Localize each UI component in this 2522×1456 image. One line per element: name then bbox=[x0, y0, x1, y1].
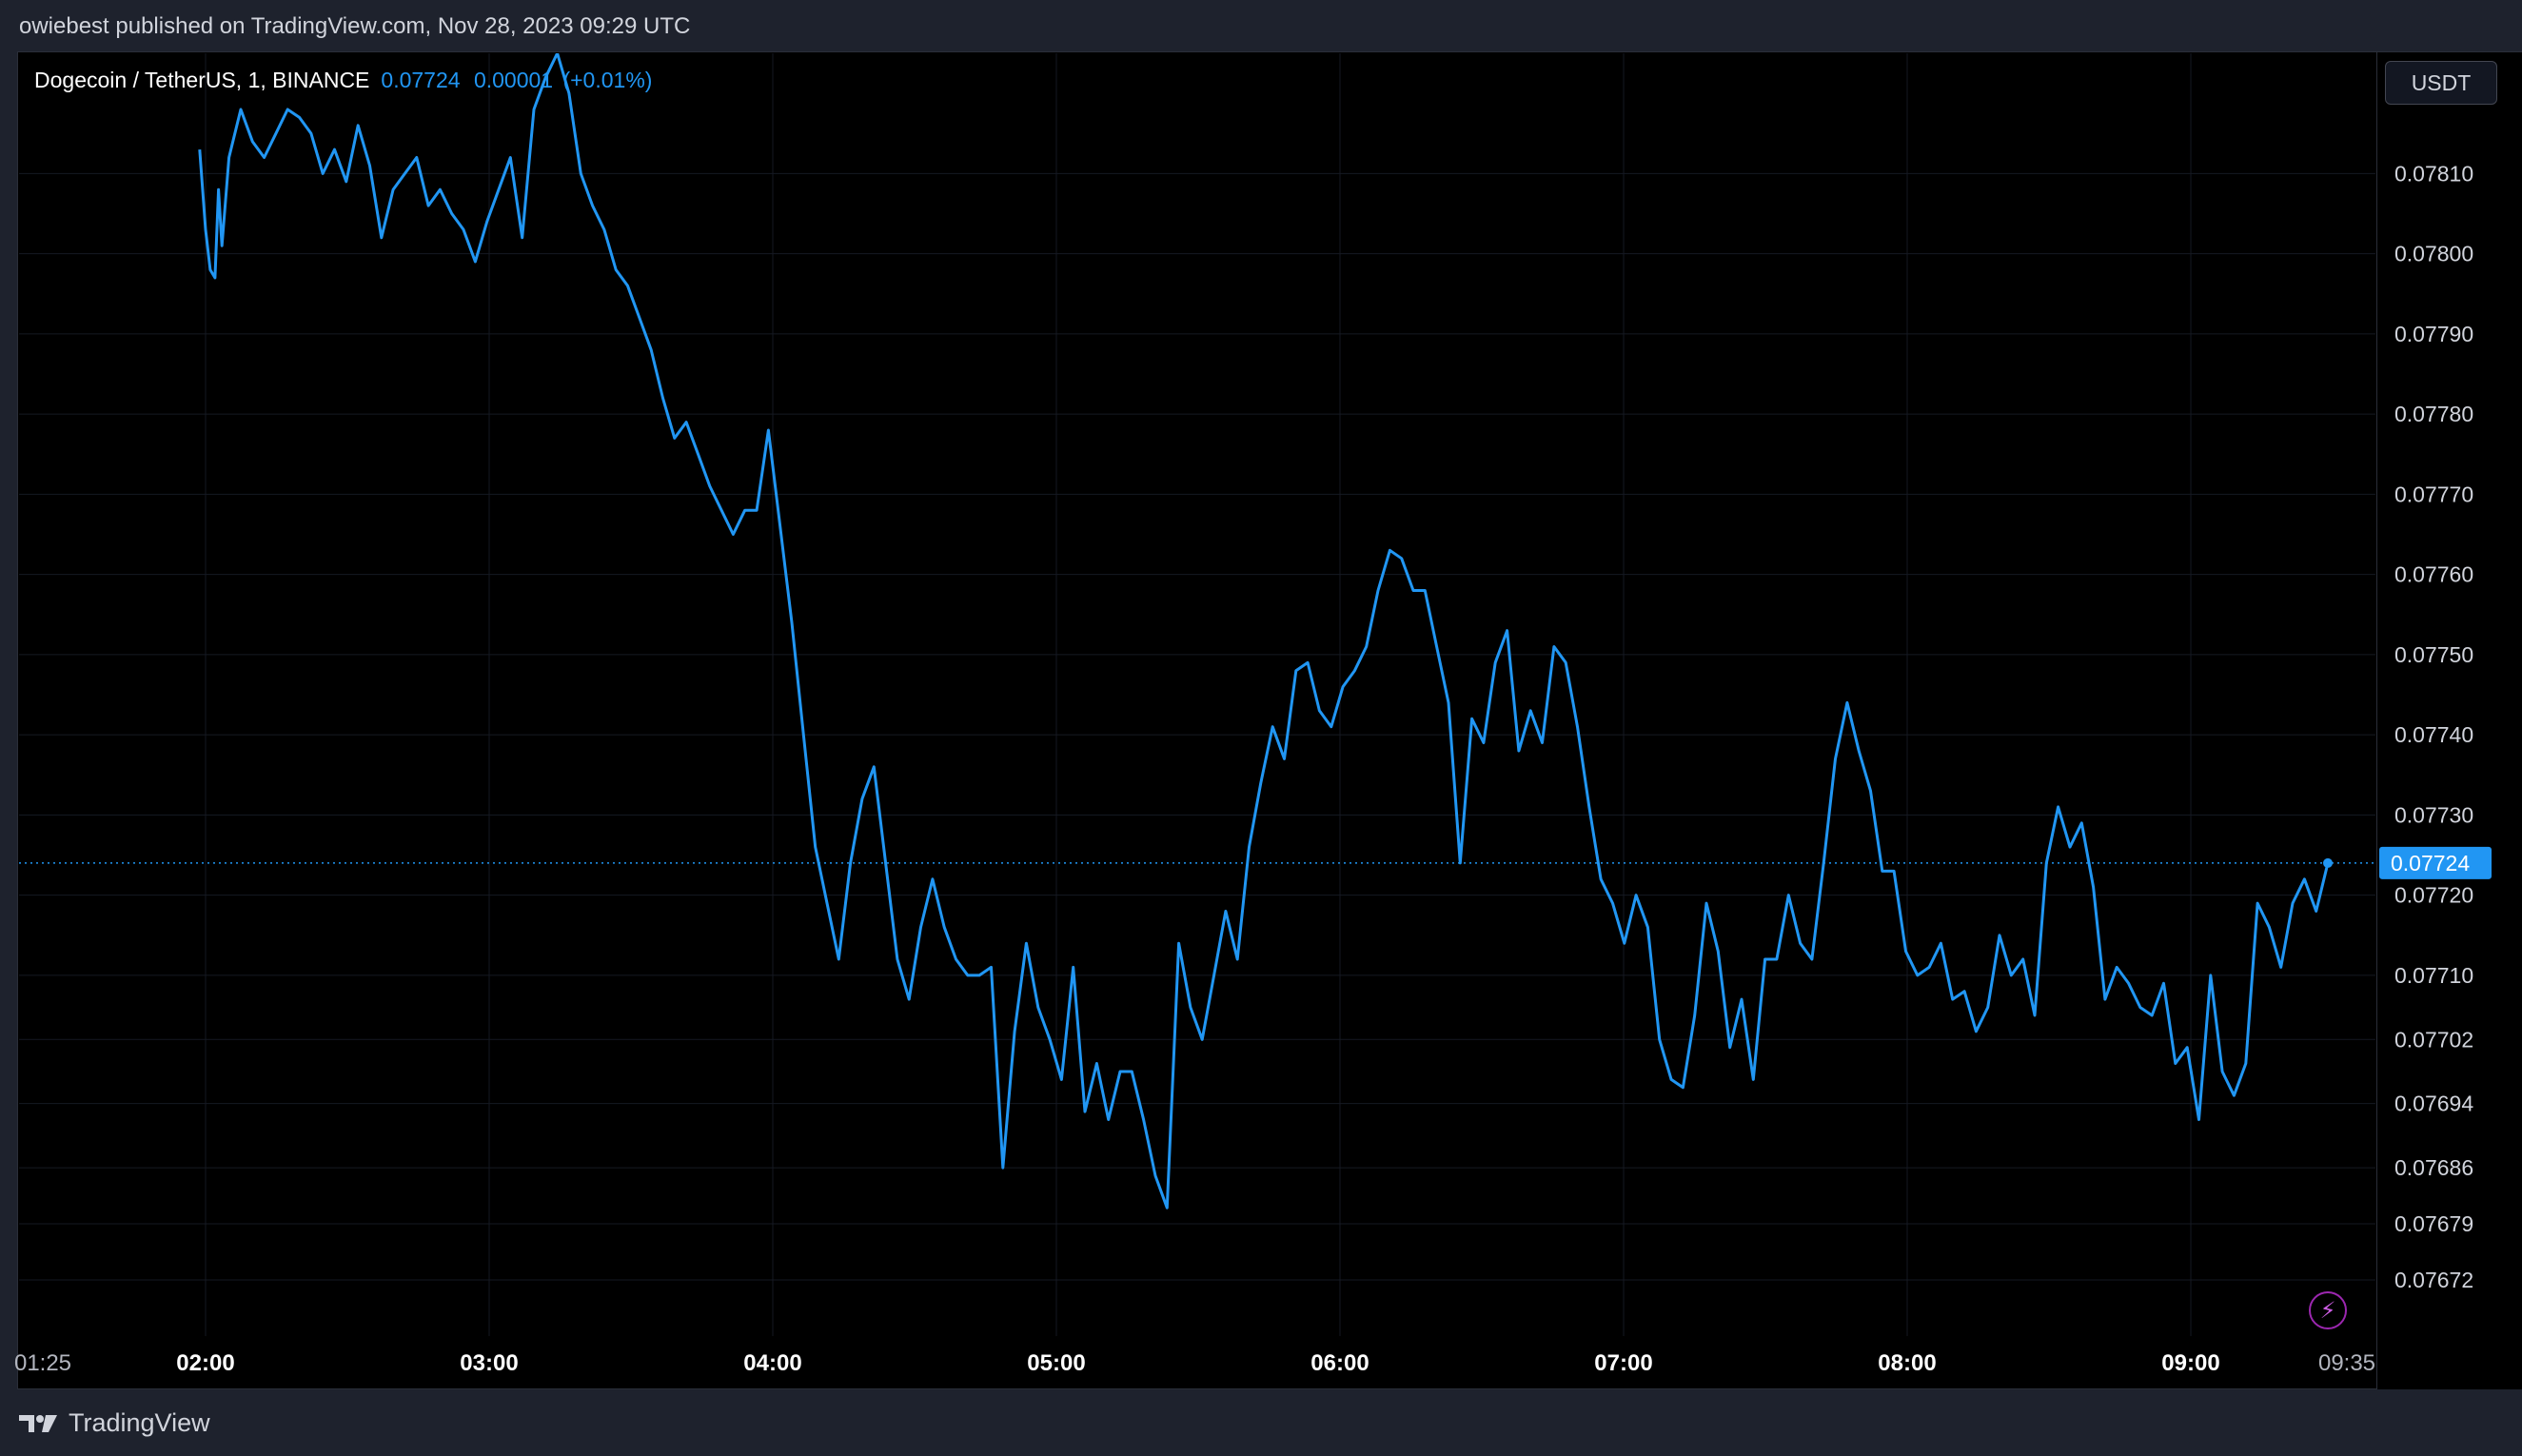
currency-button[interactable]: USDT bbox=[2385, 61, 2497, 105]
x-tick-label: 09:35 bbox=[2318, 1350, 2375, 1376]
y-tick-label: 0.07800 bbox=[2394, 242, 2473, 266]
y-tick-label: 0.07672 bbox=[2394, 1268, 2473, 1292]
x-tick-label: 06:00 bbox=[1310, 1350, 1369, 1376]
lightning-icon[interactable]: ⚡ bbox=[2309, 1291, 2347, 1329]
tradingview-logo[interactable]: TradingView bbox=[19, 1408, 210, 1438]
x-tick-label: 04:00 bbox=[743, 1350, 801, 1376]
last-price-label-bg bbox=[2379, 846, 2492, 879]
y-tick-label: 0.07780 bbox=[2394, 402, 2473, 426]
axis-labels: 0.07810 0.07800 0.07790 0.07780 0.07770 0.077… bbox=[14, 161, 2492, 1376]
tradingview-logo-icon bbox=[19, 1414, 57, 1432]
price-line[interactable] bbox=[198, 53, 2330, 1210]
last-price-point bbox=[2323, 857, 2333, 868]
y-tick-label: 0.07720 bbox=[2394, 883, 2473, 908]
x-tick-label: 08:00 bbox=[1878, 1350, 1936, 1376]
y-tick-label: 0.07760 bbox=[2394, 562, 2473, 587]
x-tick-label: 03:00 bbox=[460, 1350, 518, 1376]
symbol-price: 0.07724 bbox=[381, 68, 461, 92]
footer-brand: TradingView bbox=[69, 1408, 210, 1437]
symbol-change-pct: (+0.01%) bbox=[562, 68, 653, 92]
x-tick-label: 09:00 bbox=[2161, 1350, 2219, 1376]
price-line-group bbox=[19, 53, 2375, 1210]
y-tick-label: 0.07702 bbox=[2394, 1027, 2473, 1052]
chart-area[interactable] bbox=[17, 51, 2377, 1389]
y-tick-label: 0.07679 bbox=[2394, 1211, 2473, 1236]
last-price-label: 0.07724 bbox=[2391, 851, 2470, 876]
y-tick-label: 0.07790 bbox=[2394, 322, 2473, 346]
symbol-change: 0.00001 bbox=[473, 68, 554, 92]
symbol-name: Dogecoin / TetherUS, 1, BINANCE bbox=[34, 68, 370, 92]
price-axis-panel[interactable] bbox=[2377, 51, 2522, 1389]
chart-grid bbox=[19, 53, 2375, 1336]
x-tick-label: 05:00 bbox=[1027, 1350, 1085, 1376]
x-tick-label: 01:25 bbox=[14, 1350, 71, 1376]
y-tick-label: 0.07770 bbox=[2394, 482, 2473, 506]
y-tick-label: 0.07694 bbox=[2394, 1092, 2473, 1116]
y-tick-label: 0.07810 bbox=[2394, 161, 2473, 186]
x-tick-label: 07:00 bbox=[1594, 1350, 1652, 1376]
footer: TradingView bbox=[0, 1389, 2522, 1456]
publication-header: owiebest published on TradingView.com, N… bbox=[0, 0, 2522, 53]
y-tick-label: 0.07740 bbox=[2394, 722, 2473, 747]
y-tick-label: 0.07686 bbox=[2394, 1155, 2473, 1180]
x-tick-label: 02:00 bbox=[176, 1350, 234, 1376]
symbol-legend[interactable]: Dogecoin / TetherUS, 1, BINANCE 0.07724 0… bbox=[34, 68, 652, 93]
y-tick-label: 0.07710 bbox=[2394, 963, 2473, 988]
y-tick-label: 0.07750 bbox=[2394, 642, 2473, 667]
y-tick-label: 0.07730 bbox=[2394, 802, 2473, 827]
published-text: owiebest published on TradingView.com, N… bbox=[19, 13, 691, 39]
